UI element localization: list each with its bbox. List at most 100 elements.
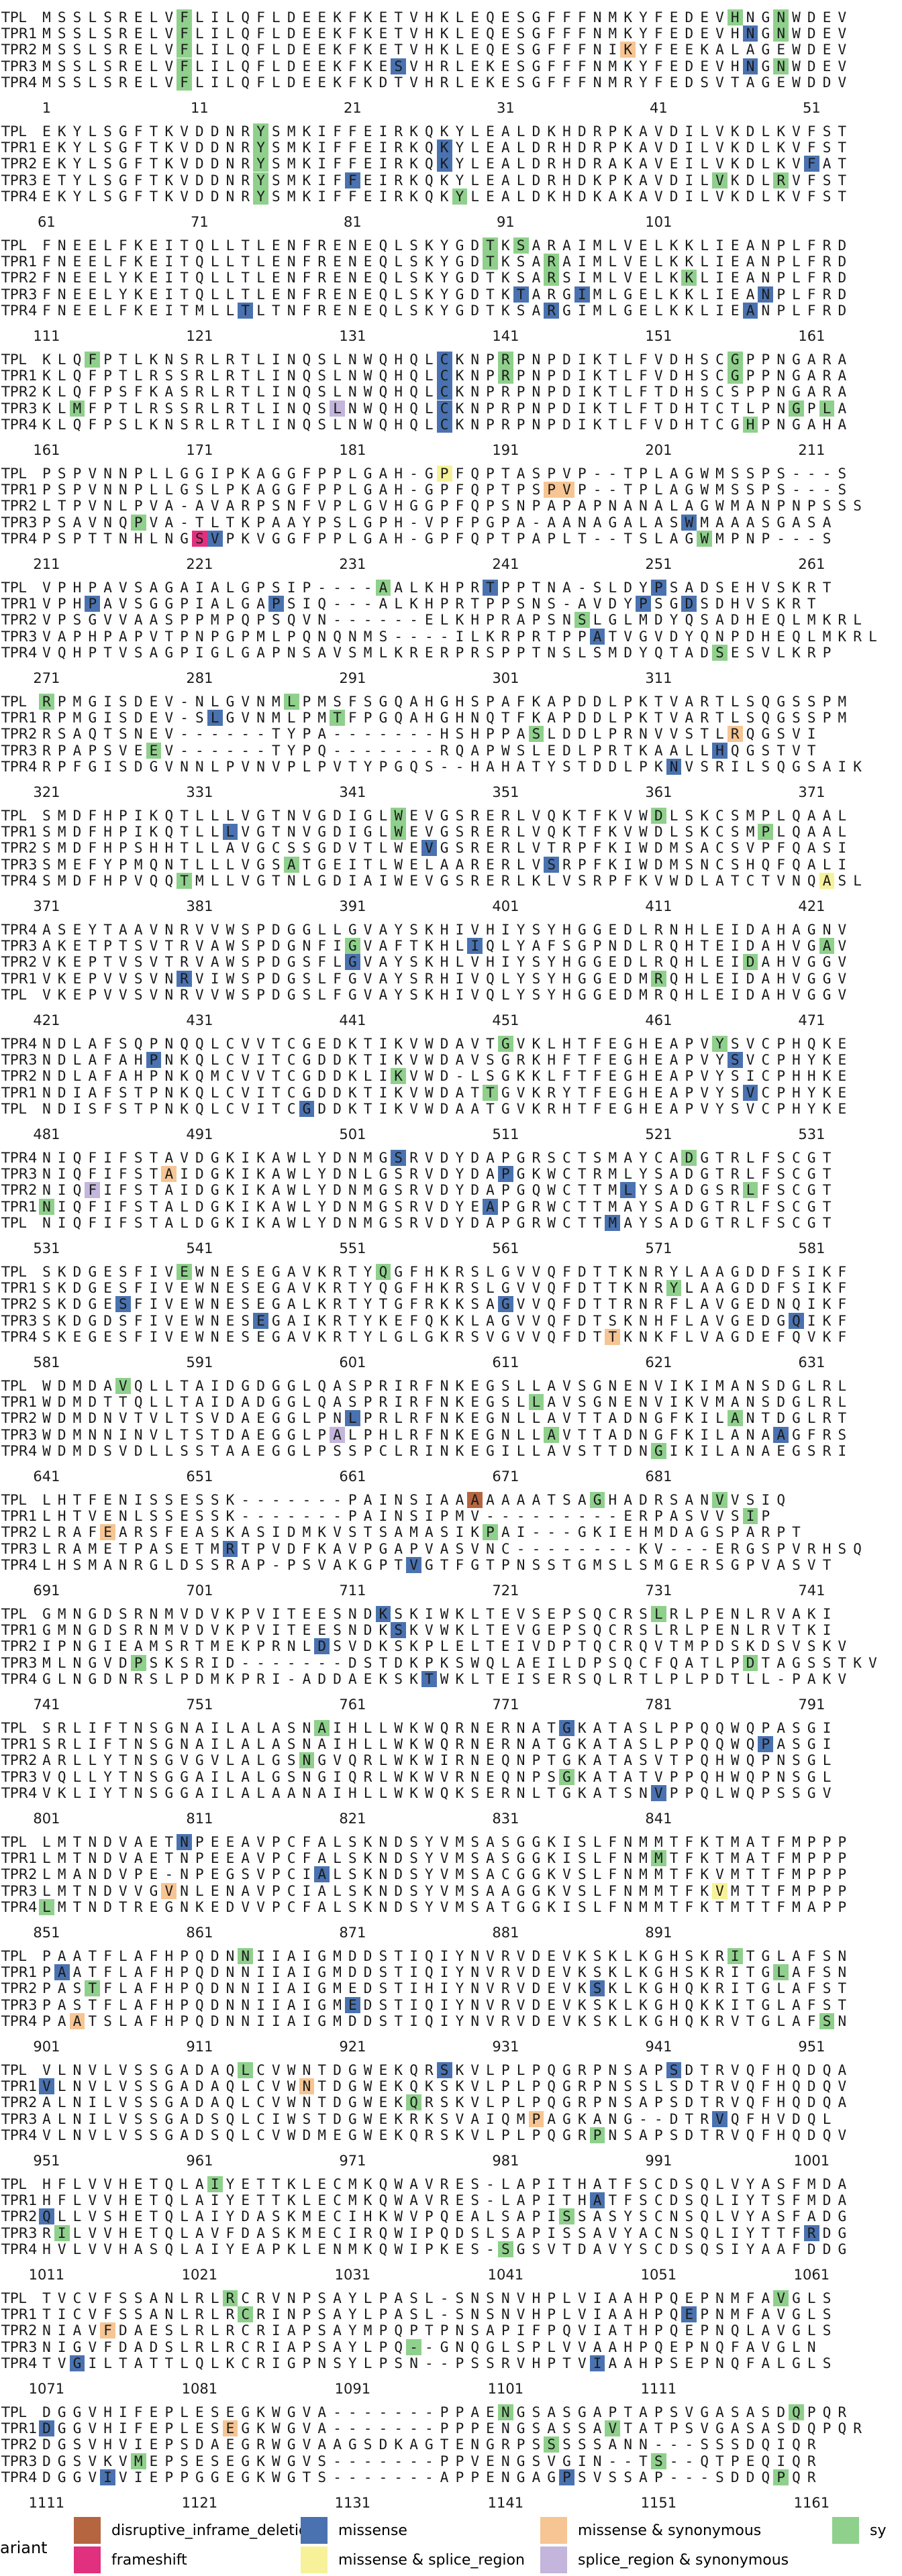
position-tick: 261 [798, 556, 825, 572]
sequence-name: TPL [1, 1948, 27, 1964]
legend-item: sy [832, 2517, 886, 2544]
position-tick: 931 [492, 2039, 519, 2055]
sequence-name: TPR4 [1, 1898, 38, 1915]
sequence-name: TPR1 [1, 368, 38, 384]
position-tick: 1 [42, 100, 52, 116]
sequence-name: TPR3 [1, 1426, 38, 1443]
position-tick: 191 [492, 442, 519, 458]
position-tick: 351 [492, 784, 519, 800]
legend-label: sy [870, 2522, 887, 2539]
sequence-name: TPR4 [1, 644, 38, 661]
position-tick: 341 [339, 784, 366, 800]
position-tick: 921 [339, 2039, 366, 2055]
sequence-name: TPR1 [1, 1084, 38, 1101]
position-tick: 221 [186, 556, 213, 572]
position-tick: 1071 [28, 2381, 65, 2397]
sequence-name: TPR3 [1, 1654, 38, 1671]
legend-swatch [540, 2517, 567, 2544]
sequence-name: TPR2 [1, 612, 38, 629]
sequence-name: TPR4 [1, 2469, 38, 2485]
position-tick: 121 [186, 328, 213, 344]
position-tick: 911 [186, 2039, 213, 2055]
sequence-name: TPL [1, 694, 27, 710]
sequence-name: TPR1 [1, 2078, 38, 2095]
sequence-name: TPR3 [1, 172, 38, 189]
legend-swatch [74, 2546, 101, 2573]
position-tick: 51 [803, 100, 821, 116]
sequence-name: TPR3 [1, 2224, 38, 2241]
position-tick: 241 [492, 556, 519, 572]
sequence-name: TPR3 [1, 1312, 38, 1329]
sequence-name: TPR4 [1, 1150, 38, 1166]
sequence-name: TPR4 [1, 2241, 38, 2257]
position-tick: 1021 [181, 2267, 218, 2283]
position-tick: 591 [186, 1354, 213, 1371]
sequence-name: TPR4 [1, 872, 38, 889]
sequence-name: TPR1 [1, 824, 38, 841]
legend-item: disruptive_inframe_deletion [74, 2517, 317, 2544]
sequence-name: TPL [1, 2062, 27, 2078]
position-tick: 401 [492, 898, 519, 914]
sequence-name: TPL [1, 1492, 27, 1508]
position-tick: 371 [33, 898, 60, 914]
sequence-name: TPR3 [1, 742, 38, 759]
position-tick: 381 [186, 898, 213, 914]
position-tick: 581 [798, 1240, 825, 1256]
position-tick: 441 [339, 1012, 366, 1028]
position-tick: 461 [645, 1012, 672, 1028]
position-tick: 881 [492, 1925, 519, 1941]
position-tick: 61 [38, 214, 56, 230]
sequence-name: TPR4 [1, 922, 38, 938]
sequence-name: TPR4 [1, 188, 38, 205]
legend-title: ariant [0, 2538, 48, 2557]
sequence-name: TPR3 [1, 1052, 38, 1069]
sequence-name: TPL [1, 237, 27, 254]
legend-label: missense [338, 2522, 407, 2539]
sequence-name: TPR3 [1, 856, 38, 873]
position-tick: 81 [344, 214, 362, 230]
sequence-name: TPR4 [1, 530, 38, 547]
position-tick: 111 [33, 328, 60, 344]
position-tick: 251 [645, 556, 672, 572]
position-tick: 1101 [487, 2381, 524, 2397]
sequence-name: TPL [1, 1214, 27, 1231]
legend-item: missense [301, 2517, 407, 2544]
position-tick: 531 [798, 1126, 825, 1142]
sequence-name: TPR1 [1, 2192, 38, 2209]
sequence-name: TPL [1, 466, 27, 482]
position-tick: 411 [645, 898, 672, 914]
sequence-name: TPR2 [1, 2094, 38, 2111]
position-tick: 771 [492, 1697, 519, 1713]
legend-swatch [301, 2517, 328, 2544]
sequence-name: TPR1 [1, 710, 38, 727]
sequence-name: TPR4 [1, 74, 38, 91]
position-tick: 1161 [793, 2495, 830, 2511]
position-tick: 11 [191, 100, 209, 116]
